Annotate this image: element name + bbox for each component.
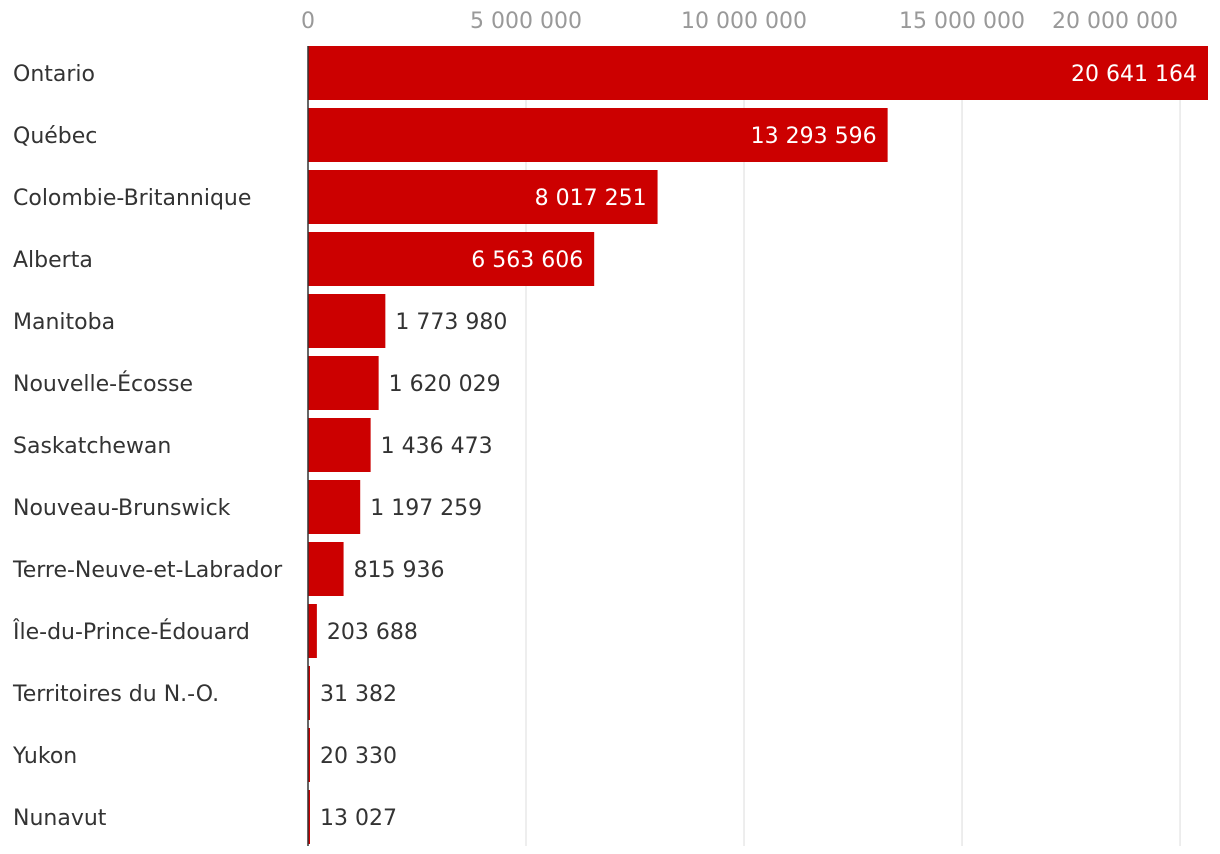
category-label: Terre-Neuve-et-Labrador xyxy=(12,558,283,583)
bar-2 xyxy=(308,170,658,224)
value-label: 6 563 606 xyxy=(471,248,583,273)
x-axis-ticks: 0 5 000 000 10 000 000 15 000 000 20 000 000 xyxy=(301,9,1178,34)
value-label: 815 936 xyxy=(354,558,445,583)
x-tick-label: 20 000 000 xyxy=(1052,9,1178,34)
bars xyxy=(308,46,1208,844)
x-tick-label: 10 000 000 xyxy=(681,9,807,34)
value-label: 1 197 259 xyxy=(370,496,482,521)
category-label: Île-du-Prince-Édouard xyxy=(12,619,250,645)
bar-6 xyxy=(308,418,371,472)
category-label: Saskatchewan xyxy=(13,434,171,459)
value-label: 8 017 251 xyxy=(535,186,647,211)
value-label: 203 688 xyxy=(327,620,418,645)
x-tick-label: 5 000 000 xyxy=(470,9,582,34)
bar-3 xyxy=(308,232,595,286)
bar-12 xyxy=(308,790,310,844)
category-label: Manitoba xyxy=(13,310,115,335)
x-tick-label: 15 000 000 xyxy=(899,9,1025,34)
category-label: Québec xyxy=(13,124,97,149)
value-label: 1 773 980 xyxy=(395,310,507,335)
value-label: 1 436 473 xyxy=(381,434,493,459)
bar-1 xyxy=(308,108,888,162)
value-label: 20 641 164 xyxy=(1071,62,1197,87)
category-label: Nouvelle-Écosse xyxy=(13,371,193,397)
category-label: Yukon xyxy=(12,744,77,769)
value-label: 1 620 029 xyxy=(389,372,501,397)
bar-7 xyxy=(308,480,361,534)
value-label: 20 330 xyxy=(320,744,397,769)
bar-10 xyxy=(308,666,310,720)
bar-9 xyxy=(308,604,317,658)
bar-5 xyxy=(308,356,379,410)
value-label: 13 027 xyxy=(320,806,397,831)
value-labels: 20 641 164 13 293 596 8 017 251 6 563 606 1 … xyxy=(320,62,1197,831)
category-label: Nunavut xyxy=(13,806,107,831)
category-label: Ontario xyxy=(13,62,95,87)
bar-4 xyxy=(308,294,386,348)
category-label: Nouveau-Brunswick xyxy=(13,496,231,521)
x-tick-label: 0 xyxy=(301,9,315,34)
category-labels: Ontario Québec Colombie-Britannique Alberta… xyxy=(12,62,283,831)
gridlines xyxy=(525,46,1181,846)
category-label: Territoires du N.-O. xyxy=(12,682,219,707)
value-label: 31 382 xyxy=(320,682,397,707)
category-label: Colombie-Britannique xyxy=(13,186,251,211)
category-label: Alberta xyxy=(13,248,93,273)
bar-8 xyxy=(308,542,344,596)
value-label: 13 293 596 xyxy=(751,124,877,149)
bar-0 xyxy=(308,46,1208,100)
bar-11 xyxy=(308,728,310,782)
